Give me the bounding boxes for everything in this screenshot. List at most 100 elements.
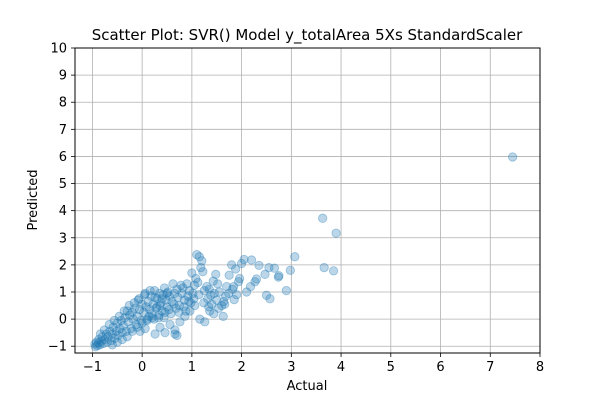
data-point	[199, 286, 209, 296]
data-point	[217, 300, 227, 311]
data-point	[285, 265, 295, 275]
data-point	[146, 291, 156, 301]
data-point	[107, 340, 117, 350]
data-point	[117, 334, 127, 345]
data-point	[132, 322, 142, 332]
data-point	[174, 307, 184, 317]
data-point	[199, 298, 209, 308]
data-point	[180, 311, 190, 321]
data-point	[115, 323, 125, 334]
x-axis-label: Actual	[287, 379, 328, 394]
data-point	[137, 318, 147, 328]
data-point	[135, 305, 145, 315]
data-point	[151, 303, 161, 313]
data-point	[169, 299, 179, 309]
data-point	[250, 277, 260, 287]
data-point	[232, 290, 242, 300]
data-point	[169, 288, 180, 298]
y-tick-label: 10	[50, 42, 67, 57]
y-tick-label: 9	[59, 69, 67, 84]
data-point	[157, 294, 167, 304]
data-point	[195, 314, 205, 324]
data-point	[508, 152, 518, 162]
data-point	[183, 291, 193, 301]
data-point	[142, 315, 152, 326]
data-point	[114, 311, 124, 321]
data-point	[202, 281, 212, 292]
data-point	[160, 328, 170, 338]
data-point	[185, 306, 195, 316]
data-point	[196, 262, 206, 273]
data-point	[265, 294, 275, 304]
x-tick-label: 2	[237, 360, 245, 375]
data-point	[172, 284, 182, 294]
data-point	[171, 303, 181, 313]
data-point	[107, 329, 117, 339]
data-point	[142, 314, 152, 324]
x-tick-label: 4	[337, 360, 345, 375]
data-point	[133, 295, 143, 305]
data-point	[160, 307, 170, 317]
data-point	[99, 325, 109, 335]
plot-frame	[74, 47, 541, 354]
y-tick-label: 2	[59, 258, 67, 273]
data-point	[209, 309, 219, 319]
data-point	[229, 294, 239, 305]
data-point	[197, 256, 207, 266]
data-point	[187, 268, 197, 278]
data-point	[139, 307, 149, 317]
data-point	[156, 298, 166, 308]
data-point	[165, 319, 175, 330]
data-point	[154, 288, 165, 298]
x-axis-ticks: −1 0 1 2 3 4 5 6 7 8	[83, 353, 544, 375]
data-point	[122, 332, 132, 342]
data-point	[127, 326, 137, 336]
data-point	[241, 287, 252, 297]
data-point	[144, 311, 154, 321]
data-point	[130, 303, 140, 313]
data-point	[166, 309, 176, 319]
data-point	[234, 277, 244, 287]
data-point	[188, 288, 198, 298]
data-point	[175, 317, 185, 327]
data-point	[181, 306, 191, 316]
data-point	[176, 280, 186, 290]
data-point	[100, 334, 110, 345]
data-point	[134, 294, 144, 304]
data-point	[206, 290, 216, 300]
data-point	[239, 254, 249, 265]
data-point	[96, 336, 106, 346]
data-point	[119, 306, 129, 316]
data-point	[179, 295, 190, 305]
data-point	[213, 279, 223, 289]
data-point	[227, 260, 237, 270]
y-tick-label: 7	[59, 123, 67, 138]
data-point	[112, 337, 122, 347]
x-tick-label: 8	[536, 360, 544, 375]
x-tick-label: 7	[486, 360, 494, 375]
data-point	[158, 290, 168, 300]
y-tick-label: −1	[48, 340, 67, 355]
data-point	[189, 280, 199, 290]
y-tick-label: 3	[59, 231, 67, 246]
data-point	[152, 302, 162, 312]
data-point	[104, 319, 114, 330]
data-point	[186, 298, 196, 308]
data-point	[220, 299, 230, 309]
y-axis-label: Predicted	[26, 169, 41, 230]
data-point	[98, 338, 108, 349]
data-point	[127, 307, 137, 317]
data-point	[219, 296, 229, 307]
data-point	[246, 255, 257, 265]
data-point	[149, 286, 160, 296]
data-point	[273, 272, 284, 282]
data-point	[92, 341, 102, 351]
data-point	[260, 269, 270, 279]
data-point	[179, 302, 189, 312]
data-point	[152, 294, 162, 304]
data-point	[182, 279, 192, 289]
data-point	[94, 334, 104, 345]
data-point	[194, 252, 204, 262]
